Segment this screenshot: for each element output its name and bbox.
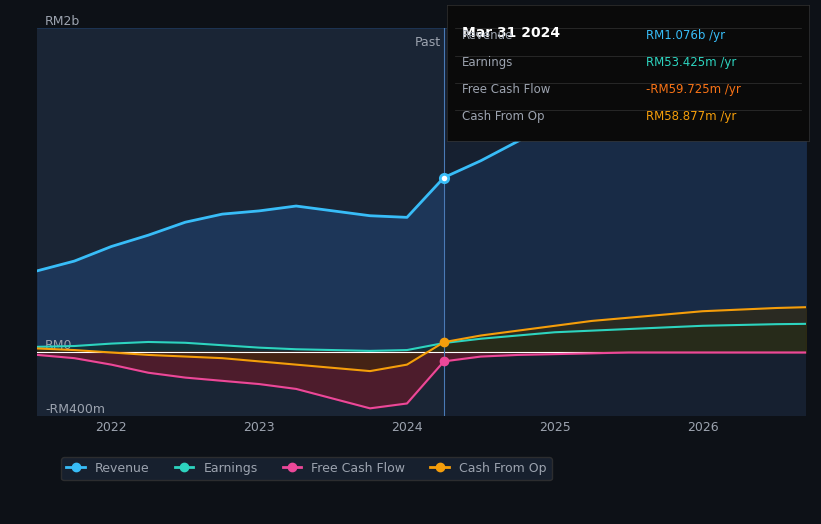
Bar xyxy=(38,28,444,417)
Text: RM1.076b /yr: RM1.076b /yr xyxy=(646,29,725,42)
Text: Analysts Forecasts: Analysts Forecasts xyxy=(447,36,563,49)
Text: Earnings: Earnings xyxy=(462,56,513,69)
Text: RM58.877m /yr: RM58.877m /yr xyxy=(646,111,736,124)
Text: Cash From Op: Cash From Op xyxy=(462,111,544,124)
Text: Mar 31 2024: Mar 31 2024 xyxy=(462,26,560,40)
Text: RM0: RM0 xyxy=(45,339,72,352)
Text: RM53.425m /yr: RM53.425m /yr xyxy=(646,56,736,69)
Text: -RM59.725m /yr: -RM59.725m /yr xyxy=(646,83,741,96)
Text: Free Cash Flow: Free Cash Flow xyxy=(462,83,550,96)
Text: -RM400m: -RM400m xyxy=(45,403,105,417)
Text: Past: Past xyxy=(415,36,441,49)
Legend: Revenue, Earnings, Free Cash Flow, Cash From Op: Revenue, Earnings, Free Cash Flow, Cash … xyxy=(62,457,552,480)
Text: RM2b: RM2b xyxy=(45,15,80,28)
Bar xyxy=(444,28,806,417)
Text: Revenue: Revenue xyxy=(462,29,513,42)
